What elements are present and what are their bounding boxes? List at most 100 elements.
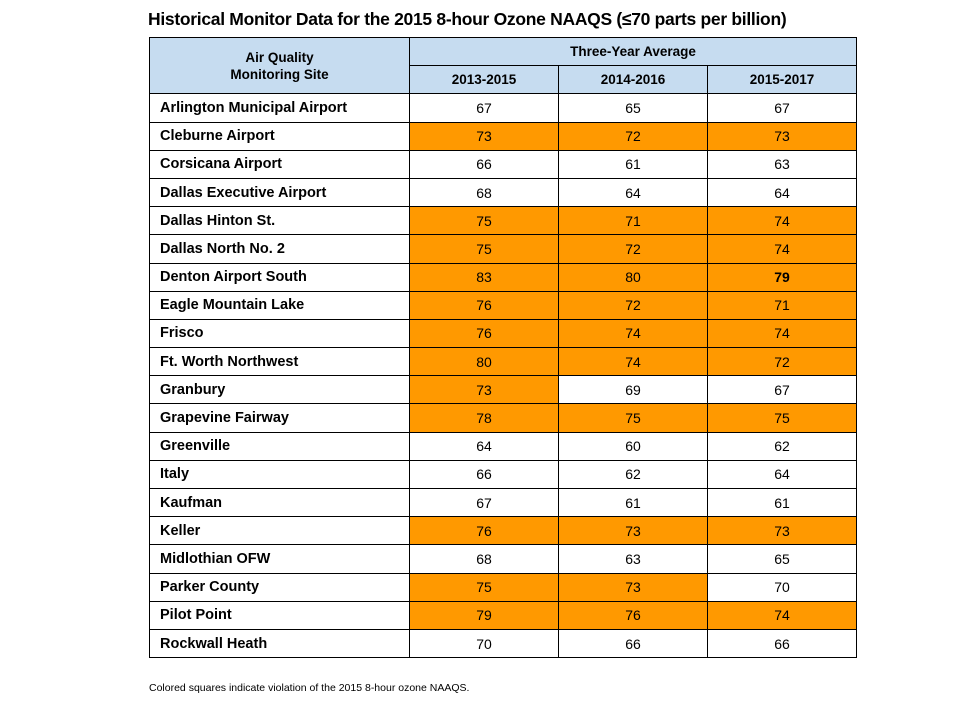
value-cell: 60 bbox=[558, 431, 708, 461]
value-cell: 76 bbox=[558, 600, 708, 630]
value-cell: 73 bbox=[409, 375, 559, 405]
value-cell: 67 bbox=[706, 375, 858, 405]
site-name-cell: Keller bbox=[149, 516, 410, 546]
site-header-line2: Monitoring Site bbox=[230, 66, 329, 82]
value-cell: 66 bbox=[409, 459, 559, 490]
value-cell: 67 bbox=[409, 93, 559, 123]
table-row: Dallas Executive Airport 68 64 64 bbox=[149, 177, 858, 208]
site-name-cell: Dallas Executive Airport bbox=[149, 177, 410, 208]
site-name-cell: Cleburne Airport bbox=[149, 121, 410, 151]
value-cell: 76 bbox=[409, 516, 559, 546]
value-cell: 64 bbox=[409, 431, 559, 461]
ozone-data-table: Air Quality Monitoring Site Three-Year A… bbox=[149, 36, 858, 659]
value-cell: 69 bbox=[558, 375, 708, 405]
value-cell: 72 bbox=[558, 290, 708, 320]
value-cell: 74 bbox=[558, 347, 708, 377]
table-row: Greenville 64 60 62 bbox=[149, 431, 858, 461]
value-cell: 64 bbox=[706, 177, 858, 208]
value-cell: 61 bbox=[558, 487, 708, 518]
value-cell: 73 bbox=[409, 121, 559, 151]
table-row: Eagle Mountain Lake 76 72 71 bbox=[149, 290, 858, 320]
value-cell: 71 bbox=[706, 290, 858, 320]
site-name-cell: Kaufman bbox=[149, 487, 410, 518]
site-name-cell: Parker County bbox=[149, 572, 410, 602]
site-name-cell: Granbury bbox=[149, 375, 410, 405]
value-cell: 64 bbox=[706, 459, 858, 490]
value-cell: 66 bbox=[558, 628, 708, 659]
value-cell: 83 bbox=[409, 262, 559, 292]
value-cell: 62 bbox=[558, 459, 708, 490]
table-row: Granbury 73 69 67 bbox=[149, 375, 858, 405]
value-cell: 70 bbox=[409, 628, 559, 659]
value-cell: 67 bbox=[409, 487, 559, 518]
value-cell: 78 bbox=[409, 403, 559, 433]
table-row: Arlington Municipal Airport 67 65 67 bbox=[149, 93, 858, 123]
value-cell: 63 bbox=[558, 544, 708, 574]
value-cell: 75 bbox=[409, 234, 559, 264]
value-cell: 76 bbox=[409, 318, 559, 349]
value-cell: 79 bbox=[706, 262, 858, 292]
chart-title: Historical Monitor Data for the 2015 8-h… bbox=[148, 9, 787, 29]
table-header: Air Quality Monitoring Site Three-Year A… bbox=[149, 36, 858, 95]
value-cell: 74 bbox=[706, 600, 858, 630]
table-row: Corsicana Airport 66 61 63 bbox=[149, 149, 858, 179]
value-cell: 67 bbox=[706, 93, 858, 123]
value-cell: 75 bbox=[706, 403, 858, 433]
table-row: Frisco 76 74 74 bbox=[149, 318, 858, 349]
table-row: Pilot Point 79 76 74 bbox=[149, 600, 858, 630]
table-row: Midlothian OFW 68 63 65 bbox=[149, 544, 858, 574]
value-cell: 75 bbox=[409, 206, 559, 236]
value-cell: 73 bbox=[706, 121, 858, 151]
value-cell: 72 bbox=[706, 347, 858, 377]
value-cell: 68 bbox=[409, 544, 559, 574]
value-cell: 74 bbox=[558, 318, 708, 349]
site-name-cell: Dallas North No. 2 bbox=[149, 234, 410, 264]
site-name-cell: Arlington Municipal Airport bbox=[149, 93, 410, 123]
period-header-1: 2013-2015 bbox=[409, 65, 559, 95]
value-cell: 70 bbox=[706, 572, 858, 602]
site-name-cell: Greenville bbox=[149, 431, 410, 461]
table-row: Grapevine Fairway 78 75 75 bbox=[149, 403, 858, 433]
table-row: Dallas North No. 2 75 72 74 bbox=[149, 234, 858, 264]
period-header-2: 2014-2016 bbox=[558, 65, 708, 95]
table-body: Arlington Municipal Airport 67 65 67 Cleburn… bbox=[149, 93, 858, 659]
value-cell: 73 bbox=[558, 572, 708, 602]
table-row: Kaufman 67 61 61 bbox=[149, 487, 858, 518]
value-cell: 73 bbox=[558, 516, 708, 546]
value-cell: 61 bbox=[706, 487, 858, 518]
value-cell: 71 bbox=[558, 206, 708, 236]
site-name-cell: Corsicana Airport bbox=[149, 149, 410, 179]
value-cell: 73 bbox=[706, 516, 858, 546]
site-name-cell: Grapevine Fairway bbox=[149, 403, 410, 433]
site-name-cell: Frisco bbox=[149, 318, 410, 349]
value-cell: 65 bbox=[558, 93, 708, 123]
table-row: Denton Airport South 83 80 79 bbox=[149, 262, 858, 292]
value-cell: 74 bbox=[706, 206, 858, 236]
site-name-cell: Rockwall Heath bbox=[149, 628, 410, 659]
value-cell: 80 bbox=[558, 262, 708, 292]
table-row: Dallas Hinton St. 75 71 74 bbox=[149, 206, 858, 236]
site-header-line1: Air Quality bbox=[245, 49, 314, 65]
table-row: Parker County 75 73 70 bbox=[149, 572, 858, 602]
value-cell: 66 bbox=[409, 149, 559, 179]
site-name-cell: Ft. Worth Northwest bbox=[149, 347, 410, 377]
value-cell: 61 bbox=[558, 149, 708, 179]
table-row: Rockwall Heath 70 66 66 bbox=[149, 628, 858, 659]
value-cell: 80 bbox=[409, 347, 559, 377]
footnote: Colored squares indicate violation of th… bbox=[149, 682, 470, 694]
site-name-cell: Dallas Hinton St. bbox=[149, 206, 410, 236]
value-cell: 62 bbox=[706, 431, 858, 461]
value-cell: 75 bbox=[409, 572, 559, 602]
site-name-cell: Eagle Mountain Lake bbox=[149, 290, 410, 320]
site-name-cell: Italy bbox=[149, 459, 410, 490]
site-name-cell: Midlothian OFW bbox=[149, 544, 410, 574]
value-cell: 66 bbox=[706, 628, 858, 659]
value-cell: 79 bbox=[409, 600, 559, 630]
group-column-header: Three-Year Average bbox=[408, 36, 858, 67]
value-cell: 76 bbox=[409, 290, 559, 320]
period-header-3: 2015-2017 bbox=[706, 65, 858, 95]
table-row: Italy 66 62 64 bbox=[149, 459, 858, 490]
table-row: Keller 76 73 73 bbox=[149, 516, 858, 546]
value-cell: 68 bbox=[409, 177, 559, 208]
table-row: Cleburne Airport 73 72 73 bbox=[149, 121, 858, 151]
